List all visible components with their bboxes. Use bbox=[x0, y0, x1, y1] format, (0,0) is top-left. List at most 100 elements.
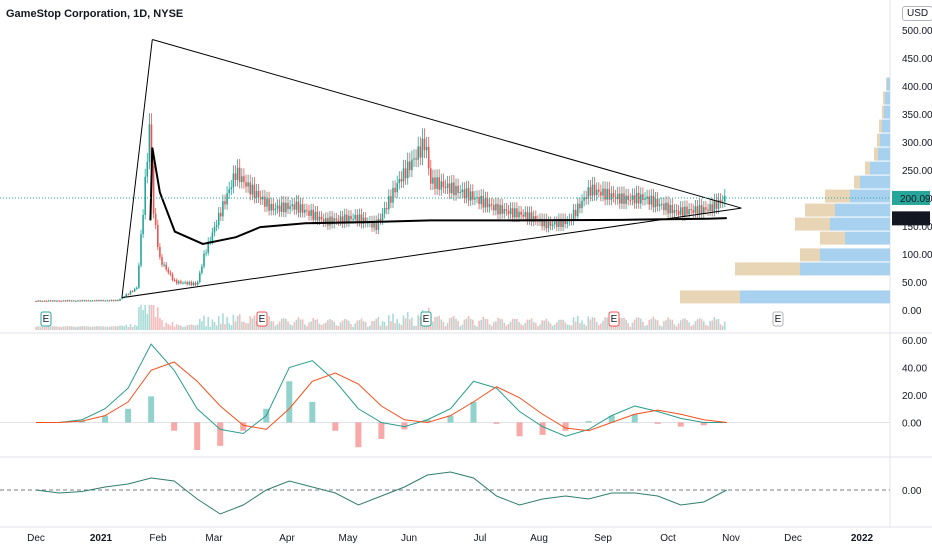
candle-body bbox=[133, 288, 136, 292]
volume-bar bbox=[367, 326, 369, 330]
volume-bar bbox=[297, 317, 300, 330]
time-tick-label: Jul bbox=[474, 533, 487, 544]
candle-body bbox=[514, 208, 516, 218]
volume-bar bbox=[558, 319, 560, 330]
candle-body bbox=[228, 189, 230, 194]
volume-bar bbox=[259, 325, 262, 330]
candle-body bbox=[511, 208, 514, 218]
volume-bar bbox=[41, 326, 44, 330]
candle-body bbox=[381, 213, 384, 221]
candle-body bbox=[205, 252, 207, 254]
candle-body bbox=[385, 207, 388, 210]
earnings-marker[interactable]: E bbox=[772, 311, 784, 327]
volume-bar bbox=[96, 326, 98, 330]
candle-body bbox=[175, 280, 178, 284]
candle-body bbox=[616, 193, 619, 200]
currency-button[interactable]: USD bbox=[902, 6, 932, 21]
volume-profile-bar bbox=[886, 77, 887, 91]
candle-body bbox=[717, 199, 720, 209]
candle-body bbox=[199, 272, 201, 283]
candle-body bbox=[495, 203, 497, 211]
volume-bar bbox=[528, 319, 531, 330]
volume-bar bbox=[535, 322, 537, 330]
volume-bar bbox=[671, 319, 674, 330]
candle-body bbox=[444, 186, 447, 188]
volume-profile-bar bbox=[800, 262, 890, 276]
candle-body bbox=[325, 217, 327, 223]
volume-bar bbox=[696, 319, 699, 330]
candle-body bbox=[337, 220, 340, 222]
candle-body bbox=[104, 300, 107, 302]
volume-bar bbox=[516, 318, 518, 330]
candle-body bbox=[400, 179, 403, 182]
volume-profile-bar bbox=[845, 231, 890, 245]
volume-bar bbox=[587, 316, 590, 330]
candle-body bbox=[486, 198, 489, 208]
volume-bar bbox=[637, 317, 640, 330]
candle-body bbox=[297, 201, 300, 213]
volume-bar bbox=[243, 321, 245, 330]
volume-bar bbox=[493, 322, 495, 330]
candle-body bbox=[558, 218, 560, 227]
volume-bar bbox=[117, 326, 119, 330]
candle-body bbox=[642, 194, 644, 200]
volume-profile-bar bbox=[795, 217, 830, 231]
candle-body bbox=[262, 196, 264, 200]
volume-bar bbox=[70, 326, 73, 330]
volume-bar bbox=[574, 321, 577, 330]
time-tick-label: Dec bbox=[27, 533, 45, 544]
candle-body bbox=[291, 204, 293, 207]
candle-body bbox=[287, 202, 289, 210]
candle-body bbox=[606, 188, 608, 200]
earnings-marker[interactable]: E bbox=[608, 311, 620, 327]
candle-body bbox=[501, 205, 503, 214]
volume-bar bbox=[467, 315, 470, 330]
volume-bar bbox=[562, 319, 564, 330]
candle-body bbox=[224, 201, 226, 205]
volume-bar bbox=[570, 325, 573, 330]
volume-bar bbox=[520, 324, 522, 330]
volume-bar bbox=[394, 323, 396, 330]
volume-bar bbox=[188, 325, 191, 330]
volume-bar bbox=[60, 326, 62, 330]
volume-bar bbox=[45, 326, 48, 330]
volume-bar bbox=[667, 317, 669, 330]
volume-bar bbox=[703, 321, 705, 330]
candle-body bbox=[640, 194, 642, 204]
volume-bar bbox=[686, 319, 688, 330]
candle-body bbox=[75, 300, 77, 302]
candle-body bbox=[81, 300, 83, 302]
candle-body bbox=[157, 224, 159, 247]
macd-histogram-bar bbox=[631, 414, 638, 423]
candle-body bbox=[354, 214, 356, 220]
volume-bar bbox=[589, 319, 592, 330]
macd-histogram-bar bbox=[240, 422, 247, 431]
volume-bar bbox=[436, 316, 438, 330]
candle-body bbox=[551, 224, 554, 226]
volume-bar bbox=[39, 326, 41, 330]
candle-body bbox=[518, 211, 520, 218]
time-tick-label: Mar bbox=[205, 533, 223, 544]
candle-body bbox=[463, 189, 466, 198]
volume-profile-bar bbox=[877, 133, 880, 147]
volume-bar bbox=[461, 324, 464, 330]
volume-bar bbox=[190, 324, 193, 330]
candle-body bbox=[236, 167, 239, 180]
candle-body bbox=[335, 218, 338, 221]
volume-bar bbox=[318, 323, 321, 330]
volume-bar bbox=[459, 326, 461, 330]
volume-bar bbox=[320, 324, 323, 330]
earnings-marker[interactable]: E bbox=[256, 311, 268, 327]
candle-body bbox=[186, 282, 188, 285]
volume-bar bbox=[91, 326, 94, 330]
volume-bar bbox=[625, 319, 627, 330]
volume-bar bbox=[314, 319, 317, 330]
volume-bar bbox=[400, 324, 403, 330]
volume-bar bbox=[688, 322, 690, 330]
earnings-marker[interactable]: E bbox=[420, 311, 432, 327]
candle-body bbox=[595, 189, 598, 196]
candle-body bbox=[91, 300, 94, 302]
earnings-marker[interactable]: E bbox=[40, 311, 52, 327]
volume-bar bbox=[182, 326, 184, 330]
